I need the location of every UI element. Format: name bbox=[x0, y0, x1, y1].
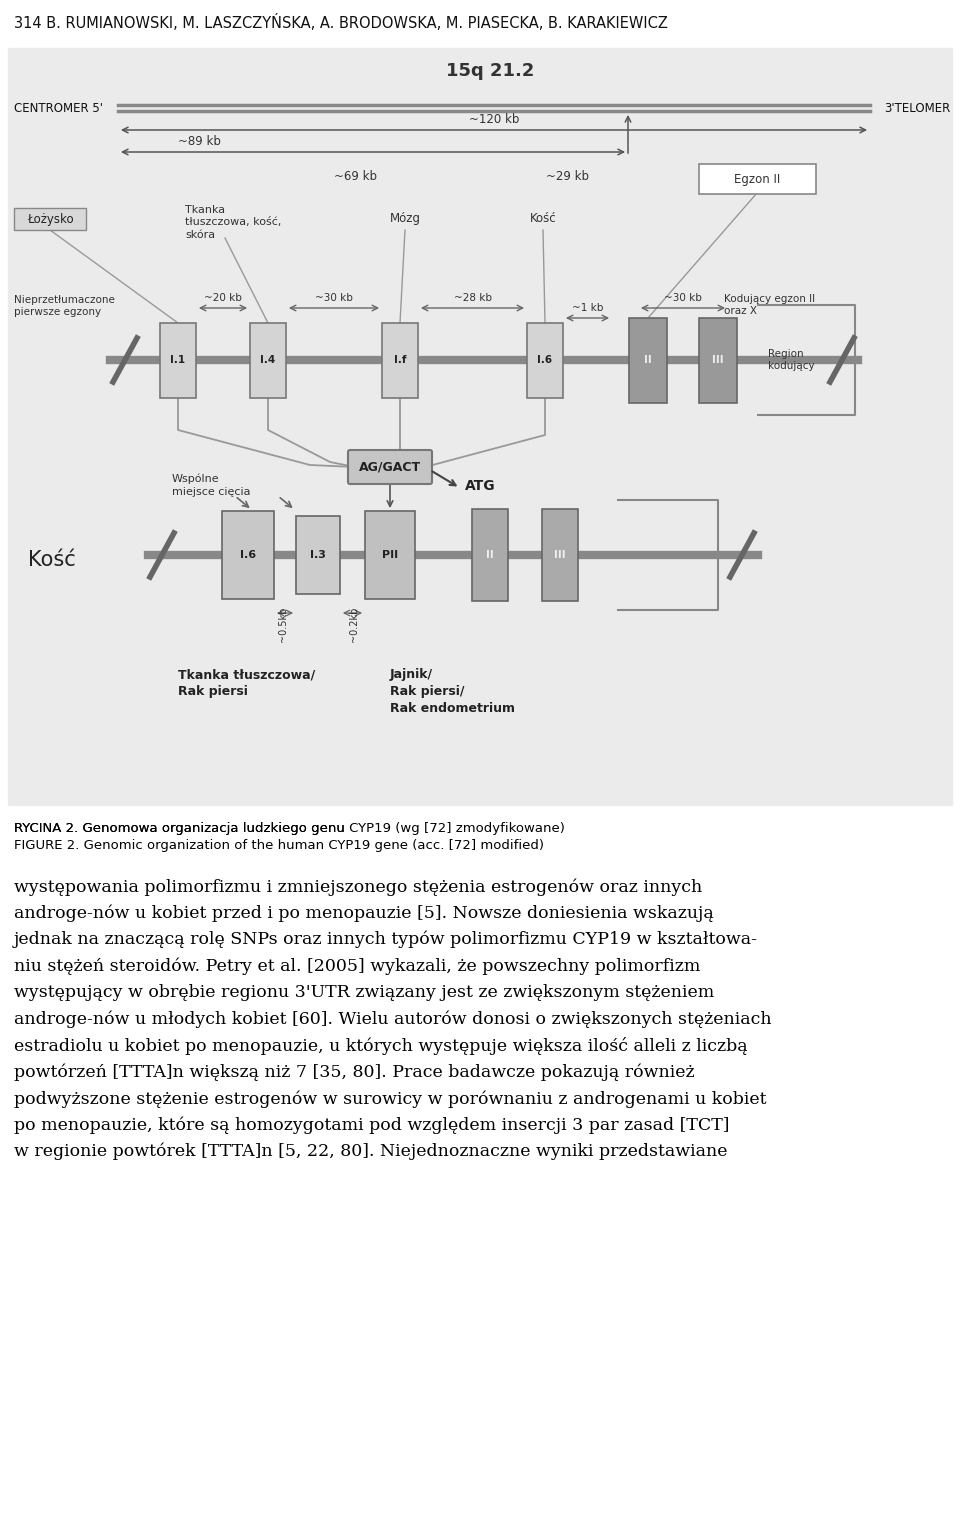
Text: ~29 kb: ~29 kb bbox=[546, 169, 589, 183]
Text: Wspólne
miejsce cięcia: Wspólne miejsce cięcia bbox=[172, 474, 251, 497]
Text: Tkanka tłuszczowa/
Rak piersi: Tkanka tłuszczowa/ Rak piersi bbox=[178, 668, 315, 698]
Text: ~89 kb: ~89 kb bbox=[178, 136, 221, 148]
Text: RYCINA 2. Genomowa organizacja ludzkiego genu CYP19 (wg [72] zmodyfikowane): RYCINA 2. Genomowa organizacja ludzkiego… bbox=[14, 822, 564, 836]
Text: 314 B. RUMIANOWSKI, M. LASZCZYŃSKA, A. BRODOWSKA, M. PIASECKA, B. KARAKIEWICZ: 314 B. RUMIANOWSKI, M. LASZCZYŃSKA, A. B… bbox=[14, 14, 668, 30]
Text: I.f: I.f bbox=[394, 355, 406, 364]
Text: estradiolu u kobiet po menopauzie, u których występuje większa ilość alleli z li: estradiolu u kobiet po menopauzie, u któ… bbox=[14, 1037, 748, 1055]
Text: PII: PII bbox=[382, 551, 398, 560]
Text: I.6: I.6 bbox=[538, 355, 553, 364]
Text: Tkanka
tłuszczowa, kość,
skóra: Tkanka tłuszczowa, kość, skóra bbox=[185, 204, 281, 239]
Text: III: III bbox=[554, 551, 565, 560]
Text: 15q 21.2: 15q 21.2 bbox=[445, 63, 534, 79]
Text: Nieprzetłumaczone
pierwsze egzony: Nieprzetłumaczone pierwsze egzony bbox=[14, 294, 115, 317]
FancyBboxPatch shape bbox=[699, 165, 816, 194]
Text: androge-nów u kobiet przed i po menopauzie [5]. Nowsze doniesienia wskazują: androge-nów u kobiet przed i po menopauz… bbox=[14, 904, 713, 923]
Text: ~30 kb: ~30 kb bbox=[315, 293, 353, 303]
Text: androge-nów u młodych kobiet [60]. Wielu autorów donosi o zwiększonych stężeniac: androge-nów u młodych kobiet [60]. Wielu… bbox=[14, 1011, 772, 1028]
Text: Kość: Kość bbox=[530, 212, 556, 226]
Bar bbox=[527, 323, 563, 398]
Bar bbox=[160, 323, 196, 398]
Text: Mózg: Mózg bbox=[390, 212, 420, 226]
Text: ~0.2kb: ~0.2kb bbox=[349, 607, 359, 642]
Text: powtórzeń [TTTA]n większą niż 7 [35, 80]. Prace badawcze pokazują również: powtórzeń [TTTA]n większą niż 7 [35, 80]… bbox=[14, 1063, 695, 1081]
Text: ~0.5kb: ~0.5kb bbox=[278, 607, 288, 642]
Text: ~20 kb: ~20 kb bbox=[204, 293, 242, 303]
FancyBboxPatch shape bbox=[348, 450, 432, 483]
Text: Łożysko: Łożysko bbox=[27, 212, 73, 226]
Text: ~69 kb: ~69 kb bbox=[333, 169, 376, 183]
Text: I.1: I.1 bbox=[171, 355, 185, 364]
Text: ~28 kb: ~28 kb bbox=[453, 293, 492, 303]
Bar bbox=[472, 509, 508, 601]
Text: AG/GACT: AG/GACT bbox=[359, 461, 421, 473]
Text: ~1 kb: ~1 kb bbox=[572, 303, 603, 313]
Text: w regionie powtórek [TTTA]n [5, 22, 80]. Niejednoznaczne wyniki przedstawiane: w regionie powtórek [TTTA]n [5, 22, 80].… bbox=[14, 1144, 728, 1161]
Bar bbox=[629, 319, 667, 403]
Text: I.3: I.3 bbox=[310, 551, 326, 560]
Bar bbox=[365, 511, 415, 599]
Text: ~120 kb: ~120 kb bbox=[468, 113, 519, 127]
Bar bbox=[14, 207, 86, 230]
Text: Region
kodujący: Region kodujący bbox=[768, 349, 815, 371]
Text: II: II bbox=[486, 551, 493, 560]
Bar bbox=[382, 323, 418, 398]
Bar bbox=[542, 509, 578, 601]
Bar bbox=[222, 511, 274, 599]
Bar bbox=[8, 47, 952, 805]
Text: niu stężeń steroidów. Petry et al. [2005] wykazali, że powszechny polimorfizm: niu stężeń steroidów. Petry et al. [2005… bbox=[14, 958, 701, 974]
Text: Jajnik/
Rak piersi/
Rak endometrium: Jajnik/ Rak piersi/ Rak endometrium bbox=[390, 668, 515, 715]
Text: Egzon II: Egzon II bbox=[733, 172, 780, 186]
Text: I.6: I.6 bbox=[240, 551, 256, 560]
Bar bbox=[250, 323, 286, 398]
Bar bbox=[699, 319, 737, 403]
Bar bbox=[296, 515, 340, 595]
Text: ~30 kb: ~30 kb bbox=[664, 293, 702, 303]
Text: po menopauzie, które są homozygotami pod względem insercji 3 par zasad [TCT]: po menopauzie, które są homozygotami pod… bbox=[14, 1116, 730, 1135]
Text: RYCINA 2. Genomowa organizacja ludzkiego genu: RYCINA 2. Genomowa organizacja ludzkiego… bbox=[14, 822, 351, 836]
Text: ATG: ATG bbox=[465, 479, 495, 493]
Text: Kodujący egzon II
oraz X: Kodujący egzon II oraz X bbox=[724, 294, 815, 316]
Text: FIGURE 2. Genomic organization of the human CYP19 gene (acc. [72] modified): FIGURE 2. Genomic organization of the hu… bbox=[14, 839, 544, 852]
Text: jednak na znaczącą rolę SNPs oraz innych typów polimorfizmu CYP19 w kształtowa-: jednak na znaczącą rolę SNPs oraz innych… bbox=[14, 930, 758, 949]
Text: III: III bbox=[712, 355, 724, 364]
Text: I.4: I.4 bbox=[260, 355, 276, 364]
Text: Kość: Kość bbox=[28, 551, 76, 570]
Text: CENTROMER 5': CENTROMER 5' bbox=[14, 102, 103, 116]
Text: podwyższone stężenie estrogenów w surowicy w porównaniu z androgenami u kobiet: podwyższone stężenie estrogenów w surowi… bbox=[14, 1090, 766, 1107]
Text: 3'TELOMER: 3'TELOMER bbox=[884, 102, 950, 116]
Text: występowania polimorfizmu i zmniejszonego stężenia estrogenów oraz innych: występowania polimorfizmu i zmniejszoneg… bbox=[14, 878, 703, 895]
Text: II: II bbox=[644, 355, 652, 364]
Text: występujący w obrębie regionu 3'UTR związany jest ze zwiększonym stężeniem: występujący w obrębie regionu 3'UTR zwią… bbox=[14, 984, 714, 1000]
